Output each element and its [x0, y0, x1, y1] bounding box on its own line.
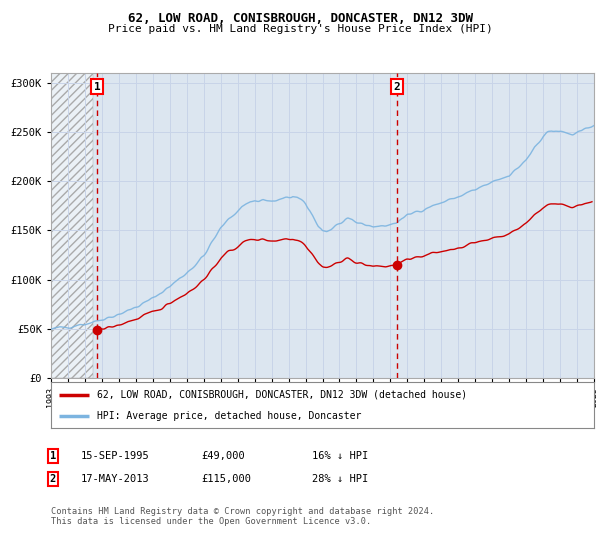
- Text: 2: 2: [394, 82, 400, 91]
- Text: £115,000: £115,000: [201, 474, 251, 484]
- Text: HPI: Average price, detached house, Doncaster: HPI: Average price, detached house, Donc…: [97, 411, 362, 421]
- Text: 1: 1: [94, 82, 100, 91]
- Text: £49,000: £49,000: [201, 451, 245, 461]
- Bar: [51, 73, 94, 378]
- Text: 16% ↓ HPI: 16% ↓ HPI: [312, 451, 368, 461]
- Text: 17-MAY-2013: 17-MAY-2013: [81, 474, 150, 484]
- Text: Price paid vs. HM Land Registry's House Price Index (HPI): Price paid vs. HM Land Registry's House …: [107, 24, 493, 34]
- Text: Contains HM Land Registry data © Crown copyright and database right 2024.
This d: Contains HM Land Registry data © Crown c…: [51, 507, 434, 526]
- Text: 1: 1: [50, 451, 56, 461]
- Text: 62, LOW ROAD, CONISBROUGH, DONCASTER, DN12 3DW (detached house): 62, LOW ROAD, CONISBROUGH, DONCASTER, DN…: [97, 390, 467, 400]
- Bar: [51, 73, 94, 378]
- Text: 62, LOW ROAD, CONISBROUGH, DONCASTER, DN12 3DW: 62, LOW ROAD, CONISBROUGH, DONCASTER, DN…: [128, 12, 473, 25]
- Text: 15-SEP-1995: 15-SEP-1995: [81, 451, 150, 461]
- Text: 2: 2: [50, 474, 56, 484]
- Text: 28% ↓ HPI: 28% ↓ HPI: [312, 474, 368, 484]
